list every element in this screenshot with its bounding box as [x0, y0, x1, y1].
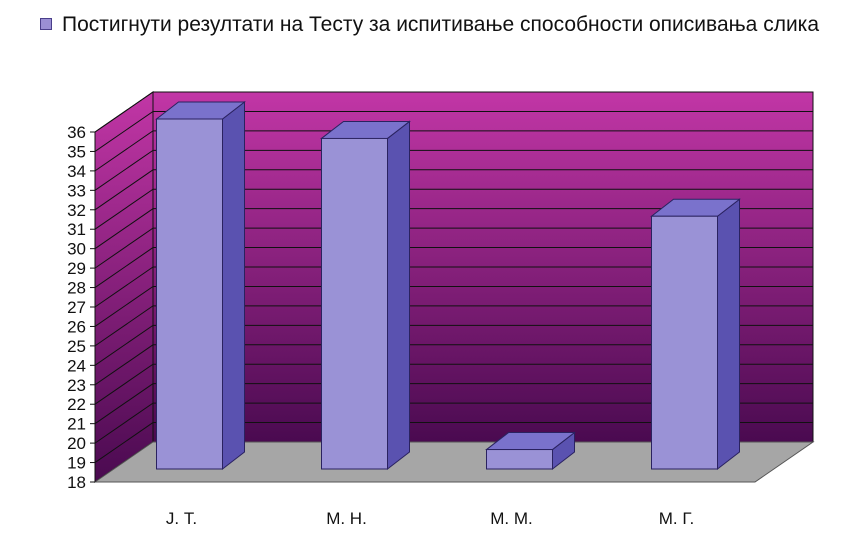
grid-line: [94, 324, 813, 366]
bar: [155, 100, 246, 471]
bar: [650, 198, 741, 471]
bar: [320, 120, 411, 471]
x-tick-label: М. М.: [490, 509, 533, 528]
y-tick-label: 23: [67, 376, 86, 395]
y-tick-label: 26: [67, 317, 86, 336]
y-tick-label: 27: [67, 298, 86, 317]
x-axis: J. Т. М. Н. М. М. М. Г.: [166, 509, 694, 528]
x-tick-label: М. Н.: [326, 509, 367, 528]
grid-line: [94, 266, 813, 308]
grid-line: [94, 227, 813, 269]
bar-front: [321, 137, 388, 470]
bar-front: [486, 449, 553, 470]
y-tick-label: 20: [67, 434, 86, 453]
y-tick-label: 33: [67, 181, 86, 200]
grid-line: [94, 305, 813, 347]
bars: [155, 100, 741, 471]
y-tick-label: 34: [67, 162, 86, 181]
legend-swatch: [40, 18, 52, 30]
grid-line: [94, 188, 813, 230]
y-tick-label: 30: [67, 240, 86, 259]
y-tick-label: 21: [67, 415, 86, 434]
bar-front: [651, 215, 718, 470]
y-tick-label: 24: [67, 356, 86, 375]
grid-line: [94, 247, 813, 288]
y-tick-label: 35: [67, 142, 86, 161]
y-tick-label: 22: [67, 395, 86, 414]
grid-line: [94, 402, 813, 444]
grid-line: [94, 91, 813, 133]
grid-line: [94, 285, 813, 327]
bar-front: [156, 118, 223, 470]
grid-line: [94, 149, 813, 191]
y-tick-label: 36: [67, 123, 86, 142]
grid-line: [94, 110, 813, 152]
legend-label: Постигнути резултати на Тесту за испитив…: [62, 13, 820, 36]
y-tick-label: 28: [67, 279, 86, 298]
grid-line: [94, 363, 813, 405]
y-tick-label: 32: [67, 201, 86, 220]
y-tick-label: 29: [67, 259, 86, 278]
grid-line: [94, 169, 813, 211]
grid-line: [94, 344, 813, 386]
grid-line: [94, 208, 813, 250]
bar-side: [222, 100, 245, 471]
y-tick-label: 31: [67, 220, 86, 239]
floor: [93, 441, 815, 483]
grid-line: [94, 422, 813, 463]
y-tick-label: 25: [67, 337, 86, 356]
y-tick-label: 18: [67, 473, 86, 492]
grid-line: [94, 130, 813, 172]
x-tick-label: J. Т.: [166, 509, 197, 528]
x-tick-label: М. Г.: [659, 509, 694, 528]
bar-side: [717, 198, 740, 471]
bar: [485, 431, 576, 471]
y-tick-label: 19: [67, 454, 86, 473]
grid-line: [94, 383, 813, 425]
bar-side: [387, 120, 410, 471]
